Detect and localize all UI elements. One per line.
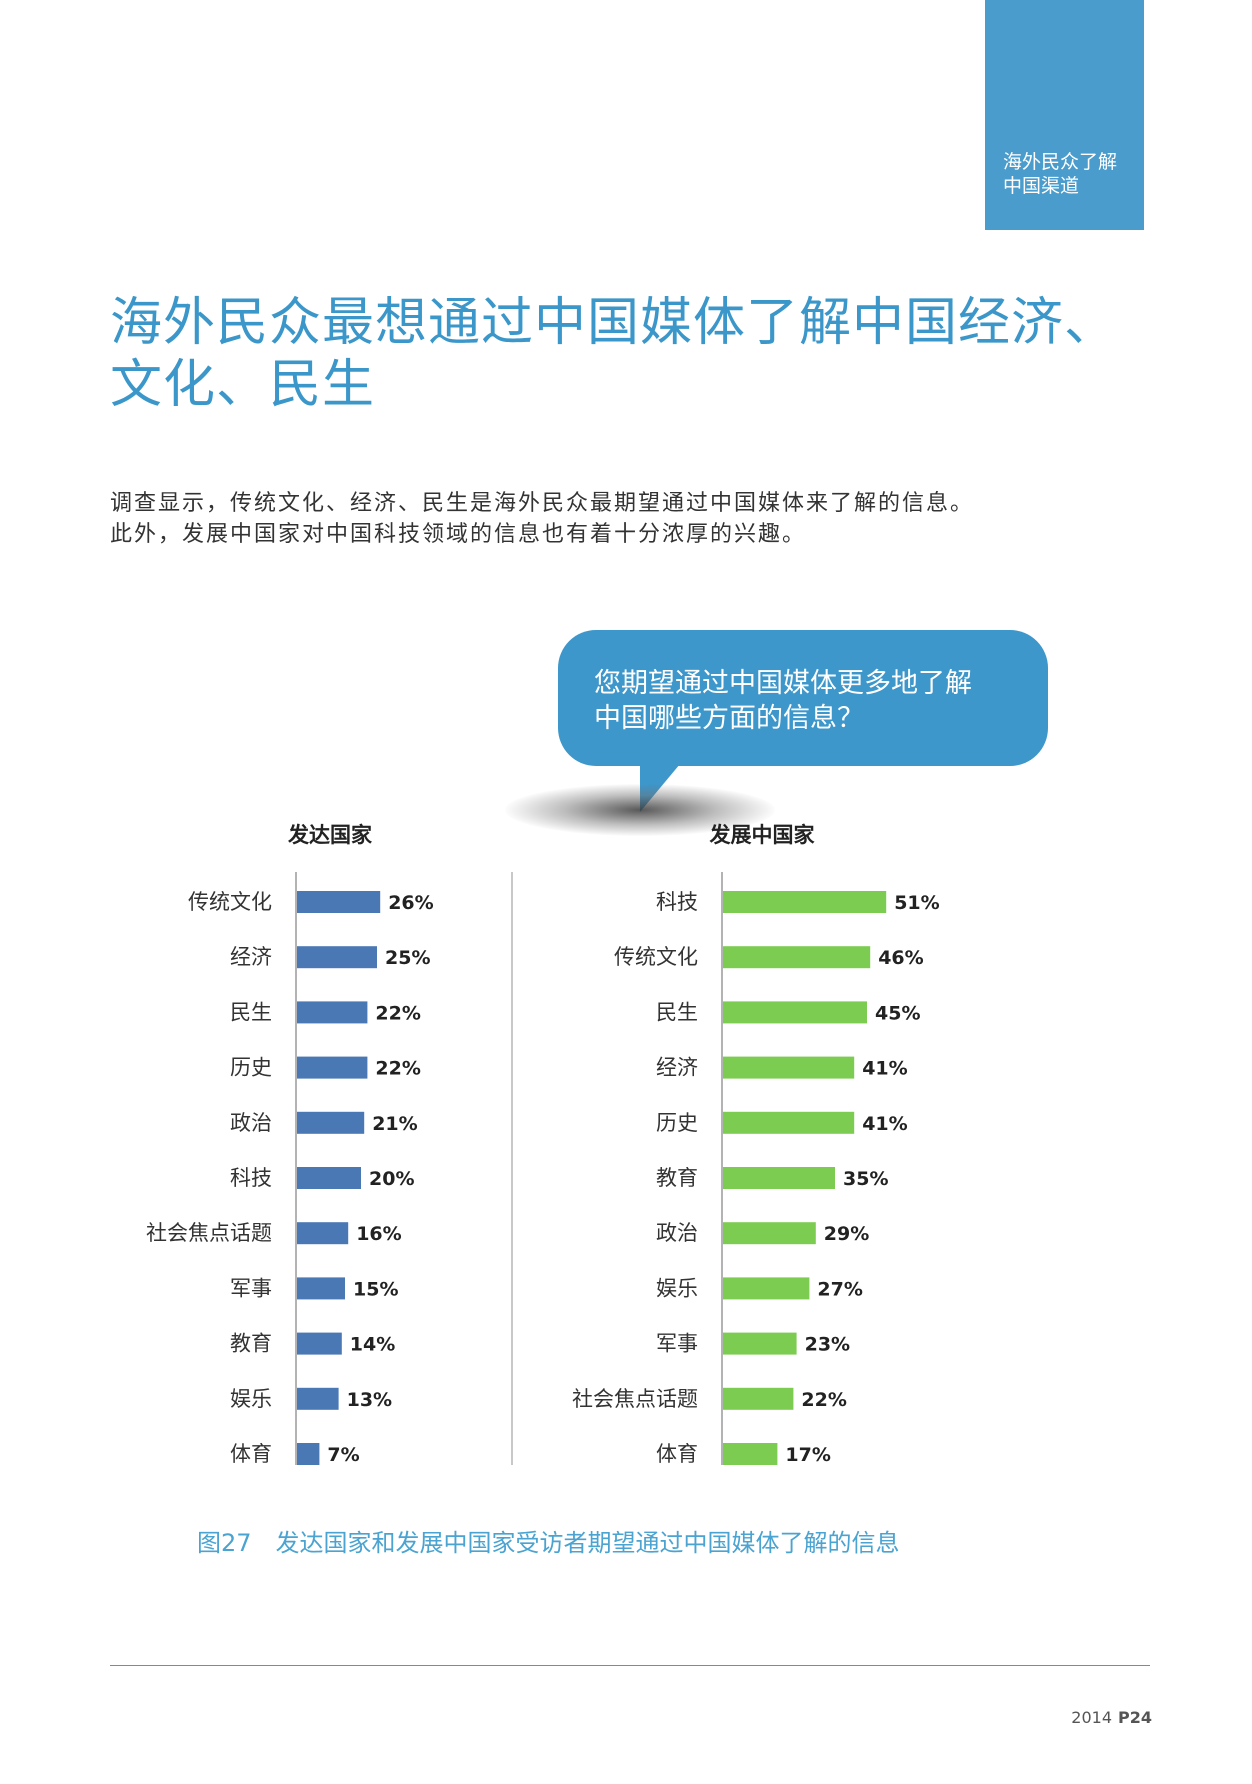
value-label: 15% <box>353 1278 398 1300</box>
category-label: 历史 <box>230 1056 272 1080</box>
question-line2: 中国哪些方面的信息？ <box>594 703 864 734</box>
category-label: 军事 <box>230 1276 272 1300</box>
bar <box>723 1443 778 1465</box>
value-label: 26% <box>388 892 433 914</box>
category-label: 社会焦点话题 <box>146 1221 272 1245</box>
category-label: 体育 <box>656 1442 698 1466</box>
category-label: 教育 <box>656 1166 698 1190</box>
bar <box>297 946 377 969</box>
bar <box>723 1167 835 1189</box>
bar <box>723 1001 867 1024</box>
page-title: 海外民众最想通过中国媒体了解中国经济、文化、民生 <box>110 293 1118 415</box>
value-label: 46% <box>878 947 923 969</box>
category-label: 政治 <box>656 1221 698 1245</box>
bar <box>723 946 871 969</box>
category-label: 科技 <box>230 1166 272 1190</box>
value-label: 27% <box>817 1278 862 1300</box>
section-tab: 海外民众了解 中国渠道 <box>985 0 1144 230</box>
intro-line2: 此外，发展中国家对中国科技领域的信息也有着十分浓厚的兴趣。 <box>110 522 807 547</box>
category-label: 经济 <box>230 945 272 969</box>
bar <box>297 1277 345 1300</box>
bar <box>723 1111 855 1134</box>
bar <box>297 1056 368 1079</box>
category-label: 政治 <box>230 1111 272 1135</box>
bar <box>723 1277 810 1300</box>
value-label: 25% <box>385 947 430 969</box>
value-label: 7% <box>327 1444 359 1466</box>
value-label: 35% <box>843 1168 888 1190</box>
value-label: 22% <box>801 1389 846 1411</box>
category-label: 娱乐 <box>656 1276 698 1300</box>
category-label: 教育 <box>230 1332 272 1356</box>
value-label: 51% <box>894 892 939 914</box>
value-label: 41% <box>862 1113 907 1135</box>
category-label: 传统文化 <box>188 890 272 914</box>
value-label: 23% <box>805 1334 850 1356</box>
value-label: 20% <box>369 1168 414 1190</box>
footer-rule <box>110 1665 1150 1666</box>
intro-paragraph: 调查显示，传统文化、经济、民生是海外民众最期望通过中国媒体来了解的信息。 此外，… <box>110 488 1130 550</box>
value-label: 41% <box>862 1058 907 1080</box>
bar <box>723 891 887 913</box>
bar <box>297 891 381 913</box>
value-label: 45% <box>875 1002 920 1024</box>
bar <box>297 1443 320 1465</box>
bar <box>297 1222 349 1245</box>
value-label: 22% <box>375 1002 420 1024</box>
category-label: 民生 <box>656 1000 698 1024</box>
bar <box>297 1111 365 1134</box>
chart-title: 发达国家 <box>287 823 373 847</box>
value-label: 29% <box>824 1223 869 1245</box>
category-label: 民生 <box>230 1000 272 1024</box>
category-label: 娱乐 <box>230 1387 272 1411</box>
value-label: 17% <box>785 1444 830 1466</box>
footer-year: 2014 <box>1071 1708 1112 1727</box>
value-label: 16% <box>356 1223 401 1245</box>
figure-caption: 图27 发达国家和发展中国家受访者期望通过中国媒体了解的信息 <box>197 1529 900 1557</box>
category-label: 社会焦点话题 <box>572 1387 698 1411</box>
page-number: P24 <box>1118 1708 1152 1727</box>
page-footer: 2014 P24 <box>1071 1708 1152 1727</box>
value-label: 14% <box>350 1334 395 1356</box>
category-label: 体育 <box>230 1442 272 1466</box>
bar <box>723 1056 855 1079</box>
bar <box>723 1387 794 1410</box>
value-label: 21% <box>372 1113 417 1135</box>
category-label: 经济 <box>656 1056 698 1080</box>
chart-title: 发展中国家 <box>709 823 816 847</box>
category-label: 军事 <box>656 1332 698 1356</box>
question-line1: 您期望通过中国媒体更多地了解 <box>594 668 972 699</box>
question-bubble: 您期望通过中国媒体更多地了解 中国哪些方面的信息？ <box>558 630 1048 766</box>
section-tab-line2: 中国渠道 <box>1003 175 1080 197</box>
category-label: 科技 <box>656 890 698 914</box>
value-label: 22% <box>375 1058 420 1080</box>
category-label: 历史 <box>656 1111 698 1135</box>
bar <box>297 1332 342 1355</box>
bar <box>723 1332 797 1355</box>
section-tab-line1: 海外民众了解 <box>1003 151 1118 173</box>
bar <box>297 1167 361 1189</box>
value-label: 13% <box>347 1389 392 1411</box>
category-label: 传统文化 <box>614 945 698 969</box>
bubble-shadow <box>505 784 775 836</box>
bar <box>297 1001 368 1024</box>
bar <box>723 1222 816 1245</box>
intro-line1: 调查显示，传统文化、经济、民生是海外民众最期望通过中国媒体来了解的信息。 <box>110 491 975 516</box>
bar <box>297 1387 339 1410</box>
